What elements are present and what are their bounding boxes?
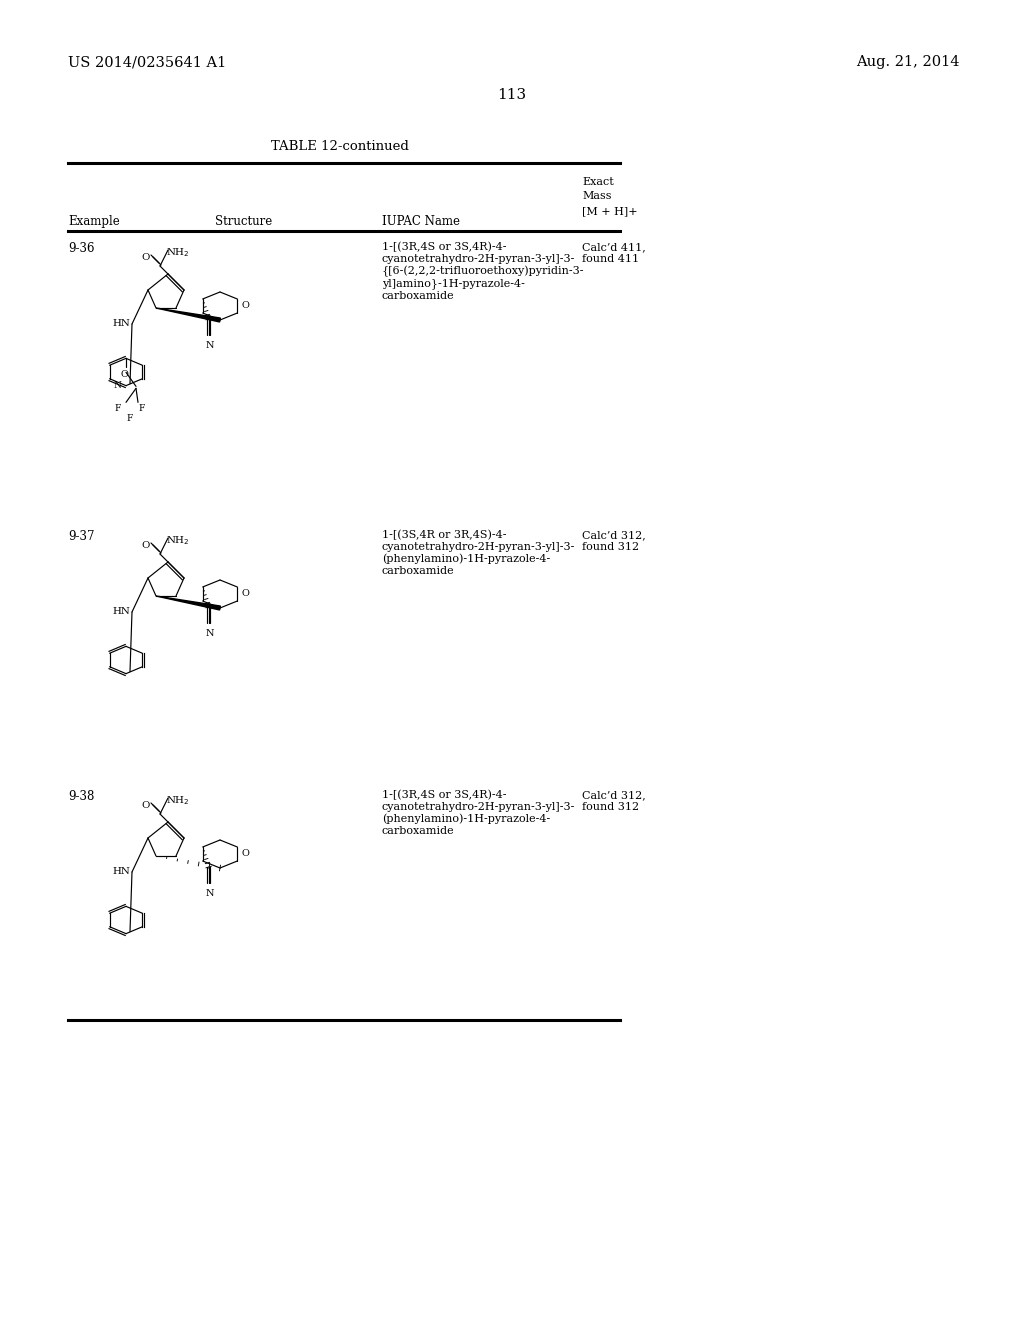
Text: 9-37: 9-37	[68, 531, 94, 543]
Text: NH$_2$: NH$_2$	[166, 795, 189, 807]
Text: NH$_2$: NH$_2$	[166, 535, 189, 546]
Text: O: O	[242, 590, 249, 598]
Text: Calc’d 312,
found 312: Calc’d 312, found 312	[582, 789, 646, 812]
Text: N: N	[206, 630, 214, 638]
Text: F: F	[127, 414, 133, 424]
Polygon shape	[156, 597, 220, 610]
Text: O: O	[141, 541, 151, 550]
Text: O: O	[120, 371, 128, 379]
Text: Calc’d 411,
found 411: Calc’d 411, found 411	[582, 242, 646, 264]
Text: 113: 113	[498, 88, 526, 102]
Text: Example: Example	[68, 215, 120, 228]
Text: US 2014/0235641 A1: US 2014/0235641 A1	[68, 55, 226, 69]
Text: F: F	[139, 404, 145, 413]
Text: Structure: Structure	[215, 215, 272, 228]
Text: IUPAC Name: IUPAC Name	[382, 215, 460, 228]
Text: 1-[(3R,4S or 3S,4R)-4-
cyanotetrahydro-2H-pyran-3-yl]-3-
(phenylamino)-1H-pyrazo: 1-[(3R,4S or 3S,4R)-4- cyanotetrahydro-2…	[382, 789, 575, 836]
Text: HN: HN	[112, 607, 130, 616]
Polygon shape	[156, 308, 220, 322]
Text: 1-[(3S,4R or 3R,4S)-4-
cyanotetrahydro-2H-pyran-3-yl]-3-
(phenylamino)-1H-pyrazo: 1-[(3S,4R or 3R,4S)-4- cyanotetrahydro-2…	[382, 531, 575, 576]
Text: NH$_2$: NH$_2$	[166, 246, 189, 259]
Text: Aug. 21, 2014: Aug. 21, 2014	[856, 55, 961, 69]
Text: O: O	[141, 253, 151, 263]
Text: [M + H]+: [M + H]+	[582, 206, 638, 216]
Text: N: N	[206, 888, 214, 898]
Text: 1-[(3R,4S or 3S,4R)-4-
cyanotetrahydro-2H-pyran-3-yl]-3-
{[6-(2,2,2-trifluoroeth: 1-[(3R,4S or 3S,4R)-4- cyanotetrahydro-2…	[382, 242, 585, 301]
Text: O: O	[242, 301, 249, 310]
Text: O: O	[141, 801, 151, 810]
Text: Mass: Mass	[582, 191, 611, 201]
Text: N: N	[113, 381, 121, 391]
Text: 9-36: 9-36	[68, 242, 94, 255]
Text: F: F	[115, 404, 121, 413]
Text: 9-38: 9-38	[68, 789, 94, 803]
Text: Calc’d 312,
found 312: Calc’d 312, found 312	[582, 531, 646, 552]
Text: N: N	[206, 341, 214, 350]
Text: TABLE 12-continued: TABLE 12-continued	[271, 140, 409, 153]
Text: Exact: Exact	[582, 177, 613, 187]
Text: HN: HN	[112, 867, 130, 876]
Text: O: O	[242, 850, 249, 858]
Text: HN: HN	[112, 319, 130, 329]
